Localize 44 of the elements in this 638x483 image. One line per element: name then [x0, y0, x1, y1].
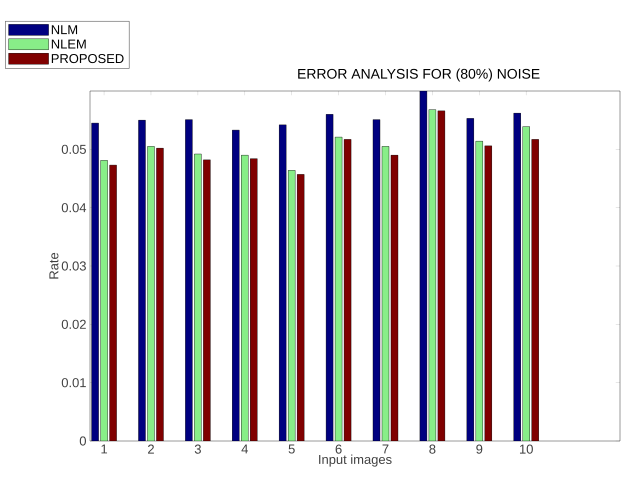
x-tick-label: 6 — [336, 444, 342, 454]
bar — [531, 139, 539, 441]
bar — [203, 160, 211, 441]
bar — [514, 112, 521, 441]
bar — [241, 154, 248, 441]
bar — [278, 124, 286, 441]
bar — [288, 170, 296, 441]
bar — [185, 119, 193, 441]
bar — [296, 174, 304, 441]
x-tick-label: 8 — [429, 444, 436, 454]
bar — [92, 123, 99, 441]
bar — [476, 140, 483, 441]
x-tick-label: 3 — [194, 444, 201, 454]
bar — [484, 146, 492, 441]
bar — [232, 130, 240, 441]
x-tick-label: 9 — [476, 444, 482, 454]
bar — [522, 126, 530, 441]
y-tick-label: 0.04 — [62, 203, 86, 212]
bar — [428, 109, 436, 441]
x-tick-label: 7 — [382, 444, 388, 454]
bar — [334, 136, 342, 441]
legend-label: NLM — [52, 25, 78, 34]
y-tick-label: 0.02 — [62, 320, 86, 329]
legend-label: PROPOSED — [52, 54, 124, 64]
bar — [194, 154, 202, 441]
bar — [250, 158, 258, 441]
bar — [420, 91, 428, 441]
x-tick-label: 2 — [148, 444, 154, 454]
chart-title: ERROR ANALYSIS FOR (80%) NOISE — [298, 68, 540, 82]
x-tick-label: 10 — [520, 444, 533, 454]
bar — [326, 114, 334, 441]
x-axis-title: Input images — [319, 454, 392, 467]
x-tick-label: 5 — [288, 444, 295, 454]
y-tick-label: 0 — [80, 436, 86, 446]
x-tick-label: 1 — [101, 444, 108, 454]
legend-label: NLEM — [52, 40, 86, 48]
y-tick-label: 0.01 — [62, 378, 86, 388]
bar — [344, 139, 352, 441]
bar — [438, 110, 446, 441]
bar — [466, 118, 474, 441]
y-tick-label: 0.05 — [62, 144, 86, 154]
y-axis-title: Rate — [49, 252, 58, 279]
y-tick-label: 0.03 — [62, 261, 86, 271]
x-tick-label: 4 — [241, 444, 248, 454]
